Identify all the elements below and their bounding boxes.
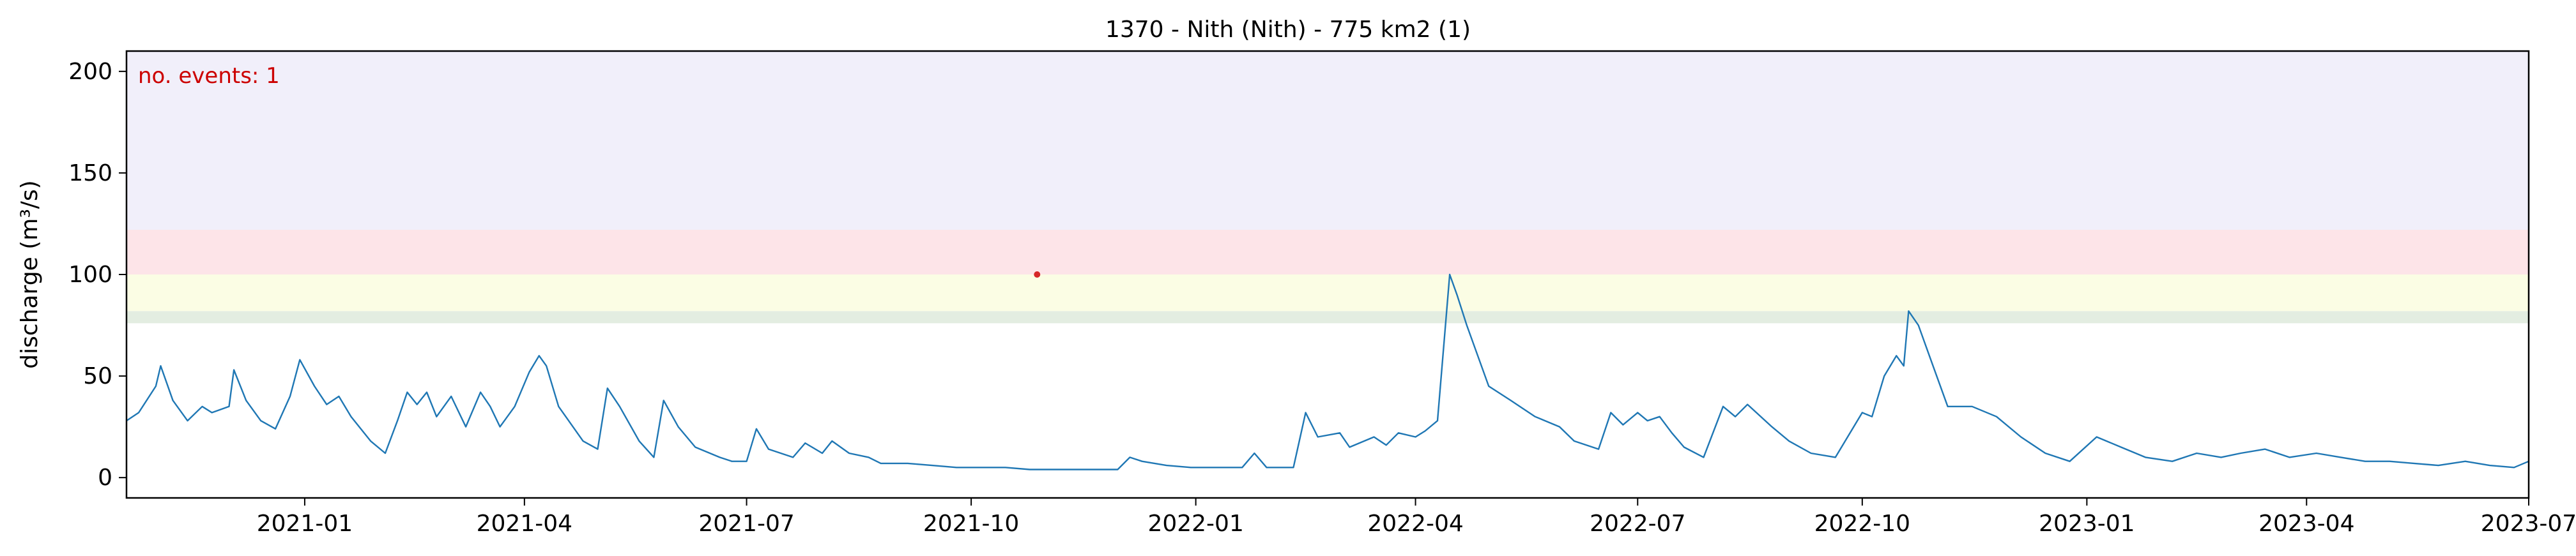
y-tick-label: 150 — [68, 160, 112, 186]
chart-title: 1370 - Nith (Nith) - 775 km2 (1) — [1105, 17, 1471, 43]
x-tick-label: 2023-01 — [2039, 511, 2135, 537]
y-axis: 0 50 100 150 200 — [68, 59, 126, 491]
y-tick-label: 50 — [83, 363, 112, 389]
y-tick-label: 200 — [68, 59, 112, 85]
x-tick-label: 2021-10 — [923, 511, 1019, 537]
threshold-band-4 — [126, 51, 2529, 230]
x-tick-label: 2023-07 — [2481, 511, 2576, 537]
x-tick-label: 2022-10 — [1814, 511, 1910, 537]
x-tick-label: 2022-07 — [1590, 511, 1685, 537]
events-count-annotation: no. events: 1 — [138, 63, 280, 89]
event-markers — [1034, 271, 1041, 278]
x-tick-label: 2021-04 — [477, 511, 572, 537]
x-tick-label: 2021-01 — [257, 511, 353, 537]
x-tick-label: 2022-01 — [1147, 511, 1243, 537]
event-marker-1 — [1034, 271, 1041, 278]
x-axis: 2021-01 2021-04 2021-07 2021-10 2022-01 2022-… — [257, 498, 2576, 537]
y-tick-label: 100 — [68, 262, 112, 288]
threshold-band-3 — [126, 230, 2529, 274]
x-tick-label: 2023-04 — [2258, 511, 2354, 537]
discharge-series — [126, 273, 2529, 470]
threshold-bands — [126, 51, 2529, 324]
x-tick-label: 2022-04 — [1367, 511, 1463, 537]
y-tick-label: 0 — [98, 465, 112, 491]
y-axis-label: discharge (m³/s) — [17, 180, 43, 368]
threshold-band-1 — [126, 311, 2529, 324]
threshold-band-2 — [126, 274, 2529, 312]
discharge-line-1 — [126, 273, 2529, 470]
x-tick-label: 2021-07 — [698, 511, 794, 537]
